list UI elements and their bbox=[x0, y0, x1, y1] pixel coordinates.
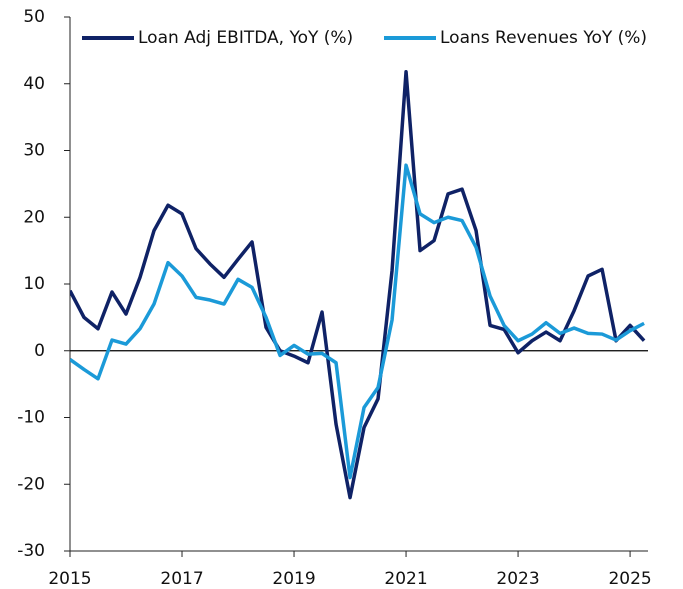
y-tick-label: 30 bbox=[23, 141, 45, 161]
x-tick-label: 2017 bbox=[160, 569, 203, 589]
x-tick-label: 2025 bbox=[608, 569, 651, 589]
y-tick-label: 0 bbox=[34, 341, 45, 361]
y-tick-label: 20 bbox=[23, 207, 45, 227]
y-tick-label: -30 bbox=[17, 541, 45, 561]
series-line bbox=[70, 163, 645, 480]
x-tick-label: 2015 bbox=[48, 569, 91, 589]
x-tick-label: 2019 bbox=[272, 569, 315, 589]
legend-label: Loans Revenues YoY (%) bbox=[440, 28, 647, 48]
y-tick-label: 50 bbox=[23, 7, 45, 27]
x-tick-label: 2023 bbox=[496, 569, 539, 589]
y-tick-label: 40 bbox=[23, 74, 45, 94]
y-tick-label: 10 bbox=[23, 274, 45, 294]
y-tick-label: -10 bbox=[17, 408, 45, 428]
series-line bbox=[70, 69, 646, 500]
legend-label: Loan Adj EBITDA, YoY (%) bbox=[138, 28, 353, 48]
x-tick-label: 2021 bbox=[384, 569, 427, 589]
y-tick-label: -20 bbox=[17, 474, 45, 494]
